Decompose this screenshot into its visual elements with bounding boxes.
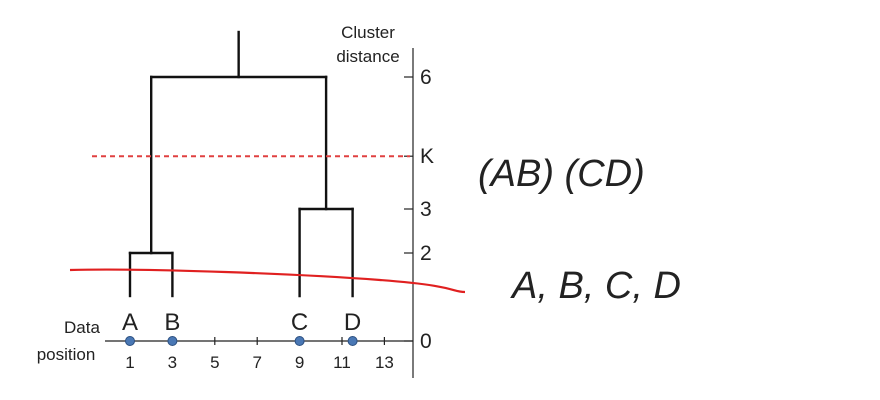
leaf-label: B [164,309,180,336]
handwritten-upper-note: (AB) (CD) [478,153,645,195]
x-tick-label: 7 [252,353,261,372]
handwritten-lower-note: A, B, C, D [510,265,681,307]
data-point [347,336,358,346]
x-axis-title-line2: position [37,345,96,364]
y-axis-title-line1: Cluster [341,23,395,42]
leaf-label: A [122,309,138,336]
data-point [167,336,178,346]
y-axis-ticks: 6 K 3 2 0 [404,66,434,353]
handwritten-cut-line [69,268,466,294]
x-tick-label: 11 [333,353,351,372]
y-tick-label: 2 [420,242,432,265]
x-tick-label: 13 [375,353,394,372]
x-tick-label: 3 [168,353,177,372]
x-tick-label: 1 [125,353,134,372]
y-tick-label: 0 [420,330,432,353]
x-axis-title-line1: Data [64,318,100,337]
y-axis-title-line2: distance [336,47,399,66]
x-tick-label: 5 [210,353,219,372]
y-tick-label: 3 [420,198,432,221]
leaf-label: C [291,309,308,336]
dendrogram-tree [128,30,354,298]
data-point [125,336,135,346]
y-tick-label: K [420,145,434,168]
y-tick-label: 6 [420,66,432,89]
leaf-label: D [344,309,361,336]
data-point [294,336,305,346]
x-tick-label: 9 [295,353,304,372]
